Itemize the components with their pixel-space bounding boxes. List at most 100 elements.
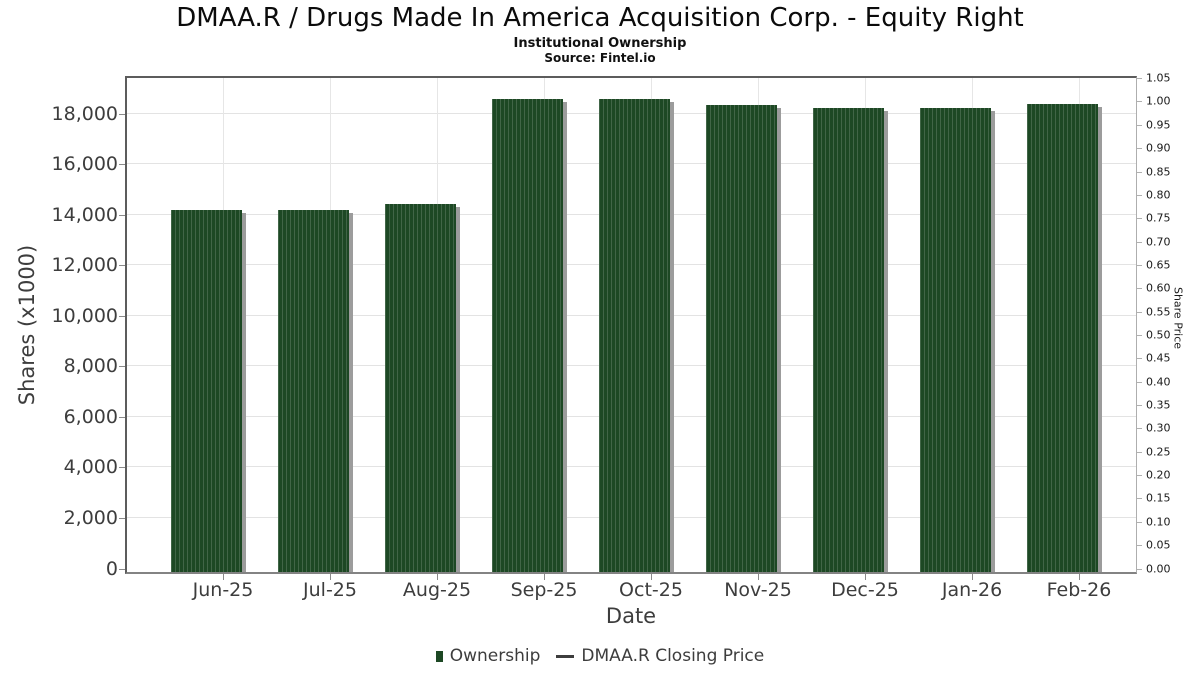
ownership-bar[interactable] <box>920 107 995 573</box>
right-axis-tick <box>1137 498 1142 500</box>
right-axis-tick <box>1137 171 1142 173</box>
left-axis-tick-label: 2,000 <box>63 507 118 529</box>
x-axis-tick <box>758 574 759 580</box>
ownership-bar[interactable] <box>813 107 888 573</box>
left-axis-tick <box>119 518 125 519</box>
x-axis-tick <box>437 574 438 580</box>
right-axis-tick <box>1137 218 1142 220</box>
ownership-bar[interactable] <box>1027 103 1102 572</box>
legend-item-closing-price[interactable]: DMAA.R Closing Price <box>556 646 764 666</box>
right-axis-tick <box>1137 288 1142 290</box>
right-axis-tick-label: 0.80 <box>1146 188 1171 202</box>
right-axis-tick <box>1137 101 1142 103</box>
right-axis-tick <box>1137 521 1142 523</box>
x-axis-tick-label: Nov-25 <box>724 579 792 601</box>
ownership-bar[interactable] <box>492 99 567 572</box>
x-axis-tick-label: Sep-25 <box>510 579 578 601</box>
left-axis-tick-label: 6,000 <box>63 405 118 428</box>
left-axis-tick <box>119 467 125 469</box>
left-axis-tick-label: 16,000 <box>51 153 118 176</box>
right-axis-tick-label: 1.05 <box>1146 71 1171 85</box>
right-axis-tick-label: 0.95 <box>1146 118 1171 132</box>
right-axis-tick-label: 1.00 <box>1146 94 1171 108</box>
right-axis-tick <box>1137 428 1142 430</box>
right-axis-tick <box>1137 264 1142 266</box>
right-axis-tick-label: 0.35 <box>1146 398 1171 412</box>
right-axis-tick <box>1137 148 1142 150</box>
right-axis-title: Share Price <box>1171 286 1185 350</box>
right-axis-tick <box>1137 475 1142 477</box>
right-axis-tick-label: 0.70 <box>1146 235 1171 248</box>
x-axis-tick <box>544 574 545 580</box>
right-axis-tick-label: 0.25 <box>1146 445 1171 459</box>
left-axis-tick-label: 8,000 <box>63 355 118 378</box>
x-axis-tick <box>651 574 652 580</box>
right-axis-tick-label: 0.50 <box>1146 328 1171 342</box>
right-axis-tick <box>1137 334 1142 336</box>
right-axis-tick-label: 0.40 <box>1146 375 1171 389</box>
right-axis-tick-label: 0.15 <box>1146 491 1171 505</box>
legend: Ownership DMAA.R Closing Price <box>0 646 1200 666</box>
left-axis-tick-label: 14,000 <box>51 203 118 226</box>
right-axis-tick-label: 0.20 <box>1146 468 1171 482</box>
x-axis-title: Date <box>605 604 657 628</box>
ownership-bar[interactable] <box>599 99 674 572</box>
ownership-bar[interactable] <box>171 210 246 572</box>
right-axis-tick <box>1137 78 1142 79</box>
chart-title: DMAA.R / Drugs Made In America Acquisiti… <box>176 3 1024 33</box>
price-line-icon <box>556 654 575 658</box>
left-axis-tick <box>119 416 125 418</box>
right-axis-tick <box>1137 545 1142 547</box>
left-axis-tick <box>119 315 125 317</box>
ownership-bar[interactable] <box>706 104 781 573</box>
plot-area <box>125 76 1137 574</box>
left-axis-tick <box>119 265 125 267</box>
right-axis-tick <box>1137 358 1142 360</box>
x-axis-tick-label: Jul-25 <box>303 579 357 601</box>
x-axis-tick-label: Jun-25 <box>192 579 254 601</box>
left-axis-tick <box>119 113 125 115</box>
right-axis-tick-label: 0.65 <box>1146 258 1171 272</box>
left-axis-tick <box>119 568 125 570</box>
x-axis-tick <box>972 574 973 580</box>
x-axis-tick <box>1079 574 1080 580</box>
right-axis-tick <box>1137 241 1142 243</box>
x-axis-tick-label: Oct-25 <box>619 579 683 601</box>
legend-label: Ownership <box>449 646 541 666</box>
x-axis-tick <box>330 574 331 580</box>
right-axis-tick-label: 0.75 <box>1146 211 1171 225</box>
right-axis-tick-label: 0.00 <box>1146 562 1171 575</box>
left-axis-tick <box>119 366 125 368</box>
right-axis-tick-label: 0.85 <box>1146 165 1171 178</box>
x-axis-tick <box>865 574 866 580</box>
right-axis-tick-label: 0.10 <box>1146 515 1171 529</box>
legend-item-ownership[interactable]: Ownership <box>435 646 541 666</box>
left-axis-tick-label: 4,000 <box>63 456 118 479</box>
right-axis-tick <box>1137 381 1142 383</box>
right-axis-tick-label: 0.05 <box>1146 538 1171 552</box>
chart-source: Source: Fintel.io <box>544 51 656 65</box>
right-axis-tick <box>1137 124 1142 126</box>
left-axis-tick-label: 10,000 <box>51 304 118 327</box>
right-axis-tick <box>1137 405 1142 406</box>
right-axis-tick <box>1137 568 1142 570</box>
x-axis-tick-label: Feb-26 <box>1046 579 1112 601</box>
right-axis-tick-label: 0.45 <box>1146 351 1171 365</box>
left-axis-tick <box>119 214 125 216</box>
ownership-square-icon <box>435 650 443 662</box>
right-axis-tick-label: 0.90 <box>1146 141 1171 155</box>
right-axis-tick <box>1137 194 1142 196</box>
right-axis-tick-label: 0.60 <box>1146 281 1171 295</box>
x-axis-tick-label: Aug-25 <box>402 579 472 601</box>
x-axis-tick-label: Dec-25 <box>831 579 899 601</box>
right-axis-tick <box>1137 311 1142 313</box>
left-axis-tick-label: 18,000 <box>51 102 118 125</box>
x-axis-tick <box>223 574 224 580</box>
right-axis-tick <box>1137 451 1142 453</box>
legend-label: DMAA.R Closing Price <box>581 646 765 666</box>
ownership-bar[interactable] <box>278 210 353 572</box>
chart-subtitle: Institutional Ownership <box>513 36 687 51</box>
left-axis-tick <box>119 164 125 166</box>
ownership-bar[interactable] <box>385 204 460 572</box>
